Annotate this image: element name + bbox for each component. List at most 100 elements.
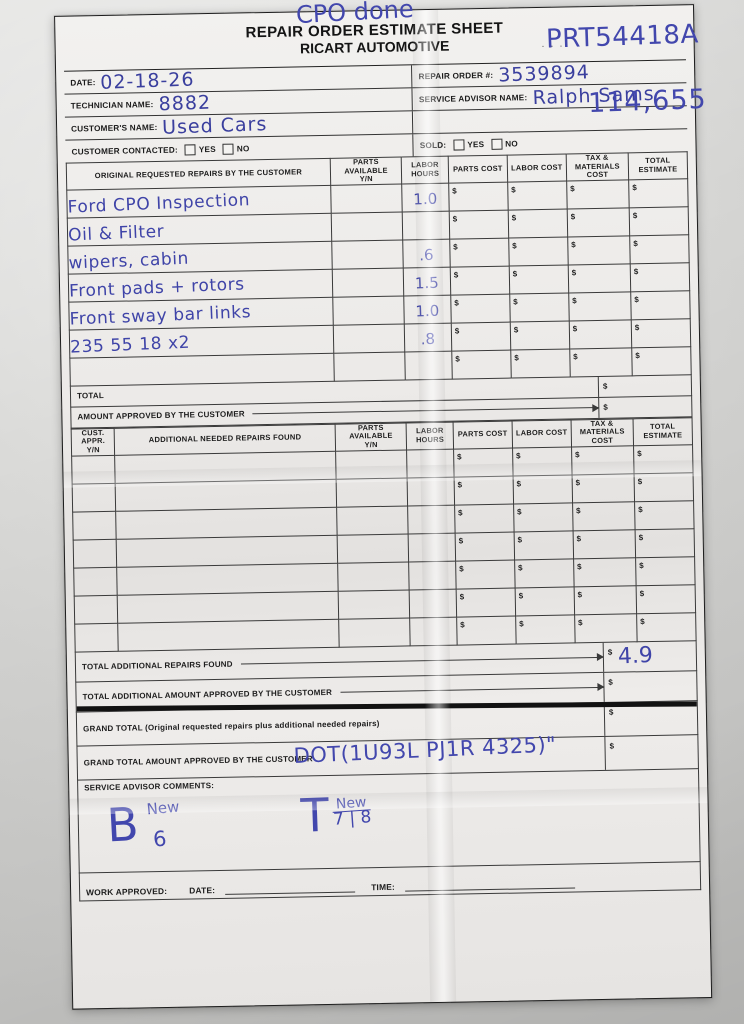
row-total-estimate[interactable]: $ <box>631 318 691 348</box>
row-parts-cost[interactable]: $ <box>453 447 513 477</box>
row-tax-cost[interactable]: $ <box>568 291 632 321</box>
row-labor-cost[interactable]: $ <box>510 348 571 378</box>
row-labor-cost[interactable]: $ <box>509 264 569 294</box>
row-tax-cost[interactable]: $ <box>567 235 631 265</box>
row-labor-hours[interactable] <box>407 504 455 534</box>
row-total-estimate[interactable]: $ <box>630 262 690 292</box>
row-description[interactable] <box>115 478 337 511</box>
grand-total-approved-cell[interactable]: $ <box>604 734 698 770</box>
row-tax-cost[interactable]: $ <box>569 319 632 349</box>
service-advisor-comments-box[interactable]: SERVICE ADVISOR COMMENTS: B New 6 T New … <box>77 768 701 874</box>
row-total-estimate[interactable]: $ <box>629 206 689 236</box>
row-parts-cost[interactable]: $ <box>448 181 509 211</box>
row-parts-cost[interactable]: $ <box>455 559 515 589</box>
row-total-estimate[interactable]: $ <box>635 528 695 558</box>
row-cust-appr[interactable] <box>73 566 118 596</box>
row-tax-cost[interactable]: $ <box>573 585 637 615</box>
row-total-estimate[interactable]: $ <box>634 472 694 502</box>
amount-approved-cell[interactable]: $ <box>598 396 692 418</box>
row-tax-cost[interactable]: $ <box>569 347 633 377</box>
total-amount-cell[interactable]: $ <box>597 375 692 397</box>
row-parts-cost[interactable]: $ <box>451 349 512 379</box>
row-parts-cost[interactable]: $ <box>453 475 514 505</box>
row-labor-hours[interactable] <box>407 476 455 506</box>
row-labor-cost[interactable]: $ <box>510 320 570 350</box>
contacted-yes-checkbox[interactable] <box>184 143 196 155</box>
row-parts-available[interactable] <box>331 239 404 270</box>
row-parts-cost[interactable]: $ <box>456 615 517 645</box>
row-parts-cost[interactable]: $ <box>451 321 511 351</box>
row-parts-cost[interactable]: $ <box>454 503 514 533</box>
row-total-estimate[interactable]: $ <box>633 444 694 474</box>
row-labor-cost[interactable]: $ <box>508 236 569 266</box>
row-parts-available[interactable] <box>331 211 404 242</box>
row-parts-available[interactable] <box>338 589 410 619</box>
row-total-estimate[interactable]: $ <box>636 584 696 614</box>
row-total-estimate[interactable]: $ <box>628 178 689 208</box>
contacted-no-checkbox[interactable] <box>222 143 234 155</box>
row-cust-appr[interactable] <box>74 622 119 652</box>
row-tax-cost[interactable]: $ <box>572 501 636 531</box>
row-parts-cost[interactable]: $ <box>454 531 515 561</box>
row-tax-cost[interactable]: $ <box>574 613 638 643</box>
sold-no-checkbox[interactable] <box>491 138 503 150</box>
row-tax-cost[interactable]: $ <box>571 445 635 475</box>
row-labor-hours[interactable]: 1.0 <box>402 182 450 212</box>
row-parts-available[interactable] <box>330 183 403 214</box>
work-approved-time-input[interactable] <box>404 876 576 892</box>
row-tax-cost[interactable]: $ <box>567 207 630 237</box>
row-labor-hours[interactable] <box>409 588 457 618</box>
row-parts-available[interactable] <box>333 351 406 382</box>
row-labor-hours[interactable] <box>409 616 458 646</box>
row-labor-hours[interactable]: .6 <box>403 238 451 268</box>
row-parts-available[interactable] <box>333 323 406 354</box>
row-tax-cost[interactable]: $ <box>566 179 630 209</box>
row-description[interactable] <box>116 506 338 539</box>
row-parts-cost[interactable]: $ <box>449 237 510 267</box>
row-cust-appr[interactable] <box>74 594 119 624</box>
row-labor-cost[interactable]: $ <box>513 502 573 532</box>
row-labor-cost[interactable]: $ <box>507 180 568 210</box>
row-parts-available[interactable] <box>338 617 411 647</box>
row-cust-appr[interactable] <box>73 538 118 568</box>
row-labor-hours[interactable] <box>402 210 450 240</box>
row-parts-available[interactable] <box>332 267 405 298</box>
row-description[interactable] <box>118 618 340 651</box>
row-parts-available[interactable] <box>332 295 405 326</box>
row-description[interactable] <box>69 353 335 386</box>
row-tax-cost[interactable]: $ <box>571 473 635 503</box>
row-labor-cost[interactable]: $ <box>514 586 575 616</box>
row-labor-hours[interactable] <box>406 448 454 478</box>
row-parts-available[interactable] <box>336 477 408 507</box>
row-parts-cost[interactable]: $ <box>449 209 509 239</box>
row-cust-appr[interactable] <box>72 510 117 540</box>
row-parts-cost[interactable]: $ <box>450 293 511 323</box>
row-labor-hours[interactable]: .8 <box>404 322 452 352</box>
sold-yes-checkbox[interactable] <box>453 138 465 151</box>
row-total-estimate[interactable]: $ <box>635 556 696 586</box>
row-parts-available[interactable] <box>335 449 408 479</box>
total-additional-approved-cell[interactable]: $ <box>603 670 697 702</box>
row-cust-appr[interactable] <box>72 482 117 512</box>
row-parts-available[interactable] <box>337 561 410 591</box>
row-total-estimate[interactable]: $ <box>634 500 695 530</box>
row-description[interactable] <box>115 450 337 483</box>
row-labor-hours[interactable]: 1.0 <box>404 294 452 324</box>
row-labor-hours[interactable] <box>405 350 453 380</box>
row-cust-appr[interactable] <box>71 454 116 484</box>
row-description[interactable] <box>116 534 338 567</box>
row-total-estimate[interactable]: $ <box>629 234 690 264</box>
row-labor-cost[interactable]: $ <box>515 614 575 644</box>
row-total-estimate[interactable]: $ <box>631 346 692 376</box>
row-tax-cost[interactable]: $ <box>573 557 637 587</box>
row-labor-cost[interactable]: $ <box>508 208 568 238</box>
row-parts-available[interactable] <box>337 533 409 563</box>
row-description[interactable] <box>117 562 339 595</box>
row-labor-cost[interactable]: $ <box>514 558 574 588</box>
row-labor-hours[interactable] <box>408 560 457 590</box>
row-labor-cost[interactable]: $ <box>512 446 572 476</box>
row-parts-available[interactable] <box>336 505 409 535</box>
row-total-estimate[interactable]: $ <box>636 612 697 642</box>
row-parts-cost[interactable]: $ <box>450 265 510 295</box>
row-labor-hours[interactable] <box>408 532 456 562</box>
